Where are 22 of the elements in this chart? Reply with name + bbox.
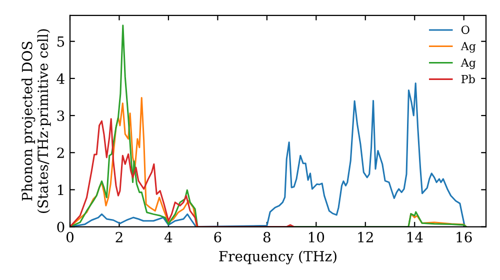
x-tick-label: 4 — [164, 232, 172, 242]
legend-label: Ag — [460, 58, 476, 70]
x-axis-title: Frequency (THz) — [219, 250, 336, 264]
x-tick-label: 6 — [214, 232, 222, 242]
y-tick-label: 0 — [57, 222, 64, 232]
line-series — [70, 118, 295, 227]
y-tick-label: 5 — [57, 36, 64, 47]
y-tick-label: 2 — [57, 148, 64, 158]
legend-label: O — [461, 26, 470, 34]
y-tick-label: 4 — [56, 73, 64, 84]
x-tick-label: 14 — [407, 232, 423, 242]
x-tick-label: 8 — [263, 232, 270, 242]
x-tick-label: 16 — [456, 232, 472, 242]
x-tick-label: 0 — [66, 232, 74, 242]
y-tick-label: 1 — [58, 184, 64, 195]
x-tick-label: 2 — [116, 232, 122, 242]
legend-label: Ag — [460, 42, 476, 53]
y-tick-label: 3 — [57, 110, 64, 122]
x-tick-label: 12 — [358, 232, 373, 242]
y-axis-title: Phonon projected DOS (States/THz·primitive cell) — [22, 29, 51, 213]
legend-label: Pb — [461, 74, 475, 84]
x-tick-label: 10 — [309, 232, 324, 242]
